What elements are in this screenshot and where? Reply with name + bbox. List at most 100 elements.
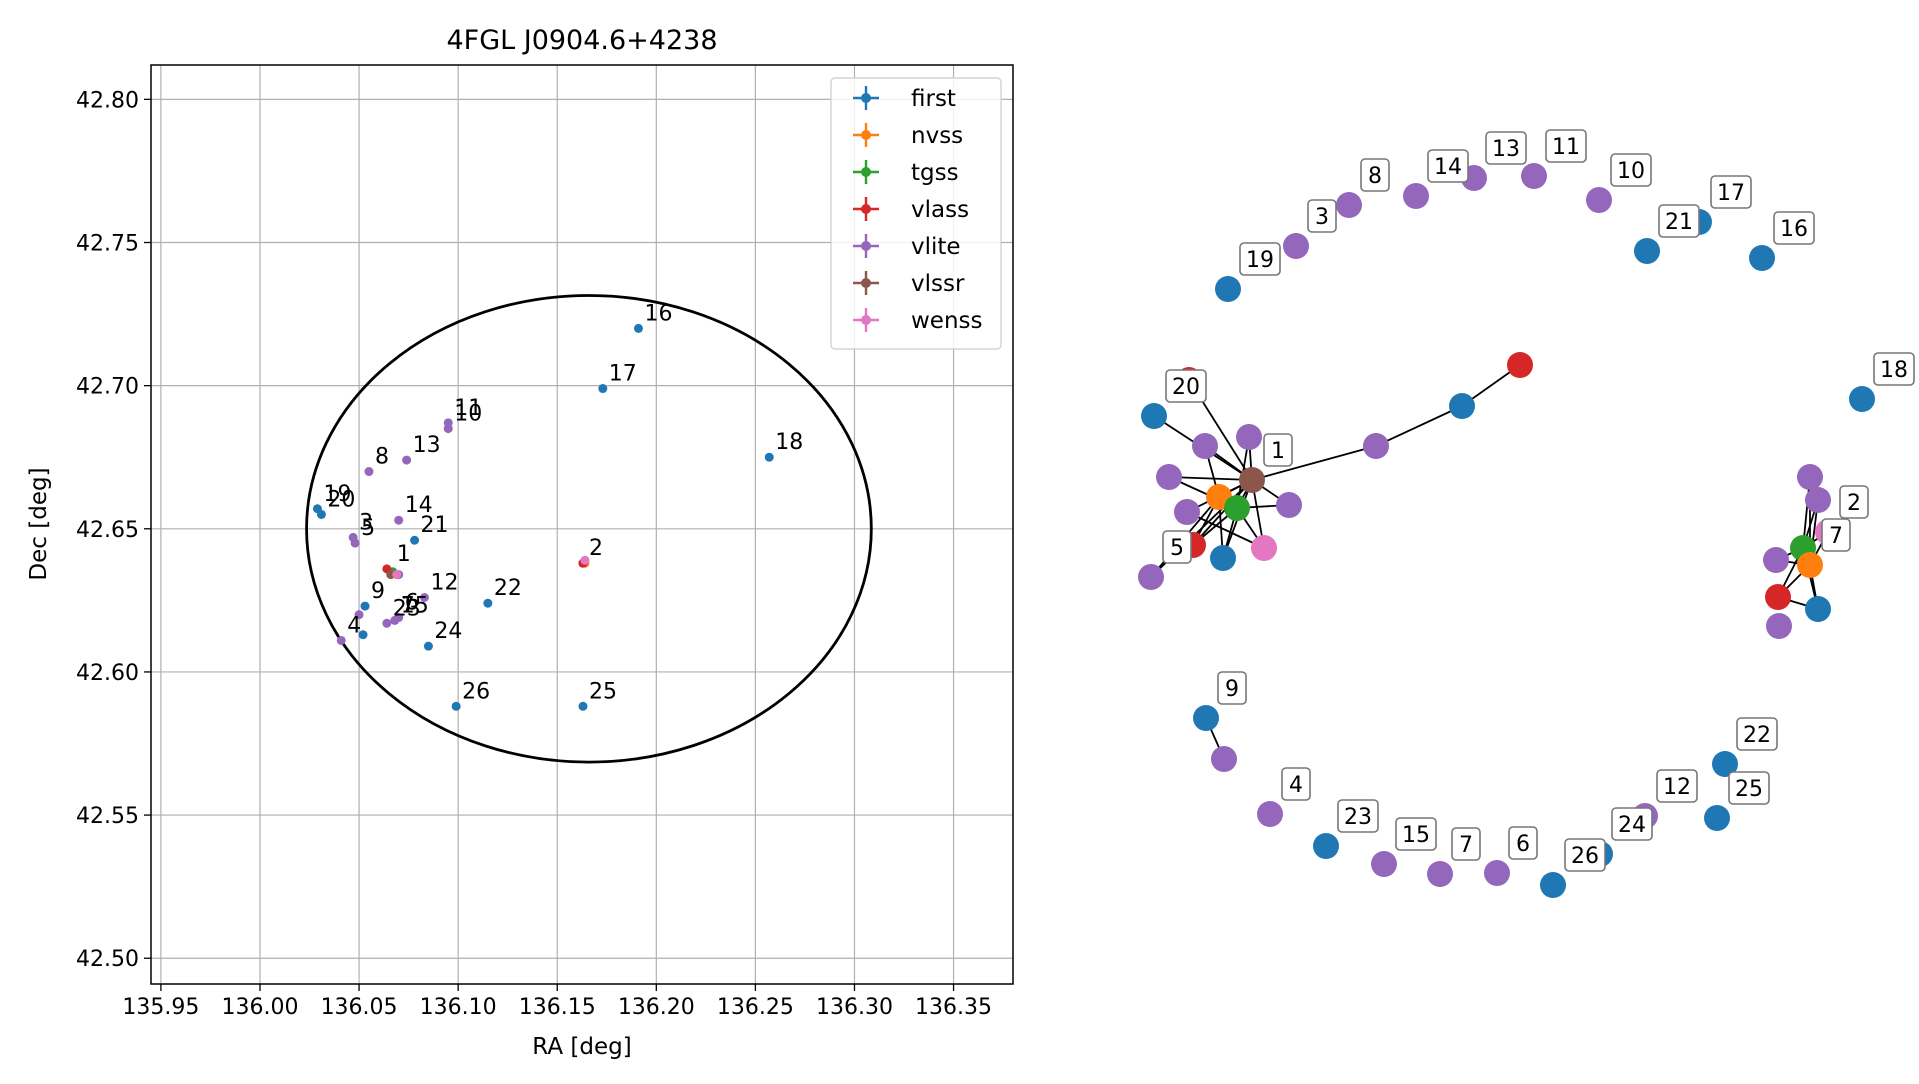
graph-node [1704,805,1730,831]
point-label: 5 [361,516,375,541]
node-label-box [1545,129,1587,163]
point-label: 21 [421,513,449,538]
point-label: 10 [454,402,482,427]
x-tick-label: 135.95 [122,995,199,1020]
node-label: 20 [1172,375,1200,400]
graph-node [1283,233,1309,259]
point-label: 23 [393,596,421,621]
node-label-box [1281,767,1311,801]
first-point [410,535,420,545]
node-label: 23 [1344,805,1372,830]
legend-marker [861,204,871,214]
graph-node [1849,386,1875,412]
point-label: 12 [430,571,458,596]
node-label: 16 [1780,217,1808,242]
legend-label: nvss [911,123,963,149]
series-first [312,323,774,711]
legend-item-vlssr: vlssr [853,271,965,297]
node-label-box [1165,369,1207,403]
points-layer [312,323,774,711]
graph-node [1427,861,1453,887]
point-label: 16 [644,301,672,326]
x-tick-label: 136.25 [717,995,794,1020]
node-label-box [1736,717,1778,751]
legend-label: vlssr [911,271,965,297]
node-label-box [1839,485,1869,519]
node-label-box [1427,149,1469,183]
node-label: 14 [1434,155,1462,180]
vlite-point [419,593,429,603]
node-label: 2 [1847,491,1861,516]
point-label: 11 [454,396,482,421]
legend-label: tgss [911,160,959,186]
vlite-point [364,467,374,477]
node-label: 22 [1743,723,1771,748]
node-label: 25 [1735,777,1763,802]
x-tick-label: 136.20 [618,995,695,1020]
legend-item-nvss: nvss [853,123,963,149]
node-label-box [1217,671,1247,705]
vlite-point [394,613,404,623]
vlite-point [350,538,360,548]
y-tick-label: 42.50 [76,947,139,972]
graph-node [1586,187,1612,213]
graph-node [1210,545,1236,571]
plot-frame [150,64,1014,985]
first-point [633,323,643,333]
legend-marker [861,130,871,140]
graph-node [1449,393,1475,419]
legend-marker [861,241,871,251]
y-tick-label: 42.80 [76,88,139,113]
x-ticks: 135.95 136.00 136.05 136.10 136.15 136.20 136.… [122,984,992,1020]
vlite-point [443,424,453,434]
graph-node [1521,163,1547,189]
y-ticks: 42.50 42.55 42.60 42.65 42.70 42.75 42.80 [76,88,151,972]
graph-edges [1150,364,1829,760]
point-label: 4 [347,613,361,638]
graph-node [1371,851,1397,877]
node-label: 26 [1571,844,1599,869]
graph-edge [1192,479,1253,546]
node-label-box [1564,838,1606,872]
node-label-box [1728,771,1770,805]
graph-node [1224,495,1250,521]
node-label: 3 [1315,205,1329,230]
point-label: 20 [327,487,355,512]
graph-node [1174,499,1200,525]
legend-label: first [911,86,956,112]
point-label: 9 [371,579,385,604]
node-label-box [1485,131,1527,165]
series-wenss [392,555,590,580]
uncertainty-ellipse [305,294,873,764]
x-tick-label: 136.10 [420,995,497,1020]
node-label-box [1611,807,1653,841]
graph-node [1251,535,1277,561]
point-label: 2 [589,536,603,561]
graph-node [1540,872,1566,898]
uncertainty-ellipse-layer [305,294,873,764]
series-vlite [336,418,453,645]
node-label: 11 [1552,135,1580,160]
legend-marker [861,93,871,103]
graph-node [1766,613,1792,639]
graph-node [1507,352,1533,378]
x-tick-label: 136.00 [221,995,298,1020]
node-label: 10 [1617,159,1645,184]
legend-marker [861,315,871,325]
point-label: 25 [589,679,617,704]
x-tick-label: 136.15 [519,995,596,1020]
legend-marker [861,167,871,177]
point-label: 19 [323,482,351,507]
node-label-box [1239,242,1281,276]
vlite-point [354,610,364,620]
node-label-box [1658,204,1700,238]
x-axis-label: RA [deg] [532,1034,631,1060]
graph-node [1138,564,1164,590]
point-label: 14 [405,493,433,518]
first-point [598,384,608,394]
wenss-point [392,570,402,580]
node-label: 8 [1368,164,1382,189]
